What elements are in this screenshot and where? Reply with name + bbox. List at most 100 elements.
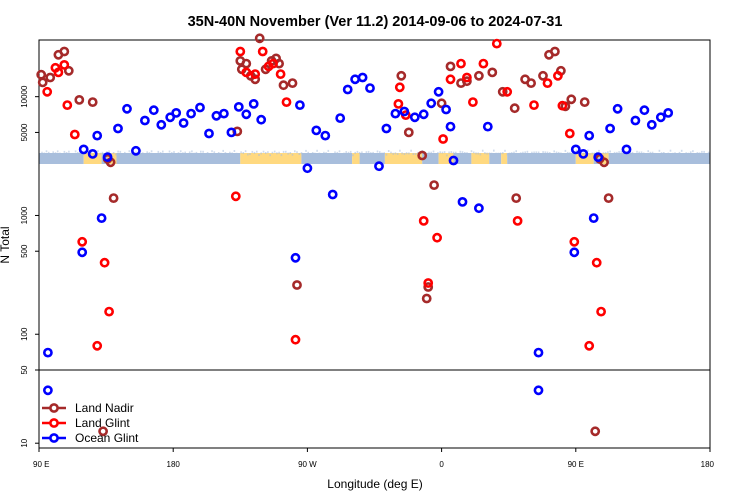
band-edge [634, 154, 636, 157]
ocean-glint-point [473, 203, 484, 214]
land-nadir-point [566, 94, 577, 105]
ocean-glint-point [327, 189, 338, 200]
band-edge [660, 152, 663, 155]
ocean-glint-point [418, 109, 429, 120]
band-edge [437, 152, 439, 155]
land-band-segment [608, 153, 710, 164]
x-axis-label: Longitude (deg E) [327, 477, 422, 491]
land-glint-point [502, 86, 513, 97]
band-edge [285, 150, 287, 153]
band-edge [410, 149, 412, 152]
band-edge [553, 150, 555, 153]
band-edge [656, 153, 658, 156]
land-glint-point [53, 67, 64, 78]
land-nadir-point [63, 65, 74, 76]
ocean-glint-point [409, 112, 420, 123]
land-nadir-point [487, 67, 498, 78]
band-edge [622, 154, 625, 157]
band-edge [497, 152, 500, 155]
band-edge [642, 152, 645, 155]
land-nadir-point [37, 77, 48, 88]
band-edge [249, 153, 251, 155]
chart-title: 35N-40N November (Ver 11.2) 2014-09-06 t… [188, 14, 563, 30]
band-edge [276, 152, 278, 155]
band-edge [484, 152, 486, 155]
land-nadir-point [590, 426, 601, 437]
ocean-glint-point [357, 72, 368, 83]
band-edge [649, 151, 652, 154]
land-nadir-point [599, 157, 609, 168]
band-edge [92, 153, 95, 156]
ocean-glint-point [43, 385, 53, 396]
legend-marker-land-glint [49, 418, 59, 428]
band-edge [683, 153, 685, 156]
band-edge [562, 153, 564, 156]
band-edge [162, 150, 164, 153]
band-edge [247, 153, 249, 156]
land-glint-point [591, 257, 602, 268]
ocean-glint-point [342, 84, 353, 95]
band-edge [513, 151, 515, 154]
land-nadir-point [509, 103, 520, 114]
land-glint-point [456, 58, 466, 69]
band-edge [566, 151, 569, 154]
band-edge [546, 151, 549, 154]
band-edge [515, 150, 517, 153]
land-glint-point [77, 236, 88, 247]
band-edge [320, 153, 323, 156]
ocean-band-segment [352, 153, 360, 164]
band-edge [645, 153, 647, 156]
ocean-glint-point [122, 103, 132, 114]
band-edge [352, 154, 354, 157]
land-glint-point [394, 82, 405, 93]
band-edge [611, 154, 614, 157]
band-edge [289, 152, 292, 154]
land-nadir-point [436, 98, 447, 109]
band-edge [240, 151, 242, 154]
ocean-glint-point [195, 102, 205, 113]
ocean-glint-point [241, 109, 252, 120]
band-edge [488, 152, 491, 155]
land-glint-point [438, 134, 448, 144]
band-edge [667, 152, 670, 155]
ocean-glint-point [226, 127, 237, 138]
band-edge [200, 150, 202, 153]
band-edge [658, 149, 661, 152]
band-edge [117, 150, 119, 153]
ocean-glint-point [165, 112, 176, 123]
band-edge [374, 154, 377, 157]
land-band-segment [489, 153, 502, 164]
band-edge [307, 151, 309, 154]
land-glint-point [557, 100, 568, 111]
band-edge [119, 150, 122, 153]
ocean-glint-point [204, 128, 214, 139]
band-edge [613, 151, 616, 154]
band-edge [59, 152, 61, 155]
band-edge [150, 150, 153, 153]
ocean-glint-point [533, 385, 544, 396]
band-edge [115, 153, 117, 156]
band-edge [394, 152, 397, 155]
band-edge [434, 154, 437, 157]
band-edge [108, 150, 110, 153]
land-nadir-point [579, 97, 590, 107]
legend-marker-ocean-glint [49, 433, 59, 443]
band-edge [124, 151, 126, 154]
band-edge [432, 150, 435, 153]
band-edge [126, 152, 128, 155]
band-edge [620, 151, 623, 154]
band-edge [638, 151, 640, 154]
band-edge [188, 151, 191, 154]
band-edge [618, 151, 620, 154]
legend-label-land-glint: Land Glint [75, 416, 130, 430]
band-edge [222, 149, 224, 152]
band-edge [392, 152, 394, 155]
band-edge [490, 152, 493, 155]
band-edge [470, 150, 473, 153]
band-edge [504, 149, 506, 152]
ocean-glint-point [663, 108, 674, 118]
band-edge [701, 150, 703, 153]
band-edge [347, 151, 350, 154]
ocean-glint-point [102, 152, 113, 162]
band-edge [99, 152, 101, 155]
